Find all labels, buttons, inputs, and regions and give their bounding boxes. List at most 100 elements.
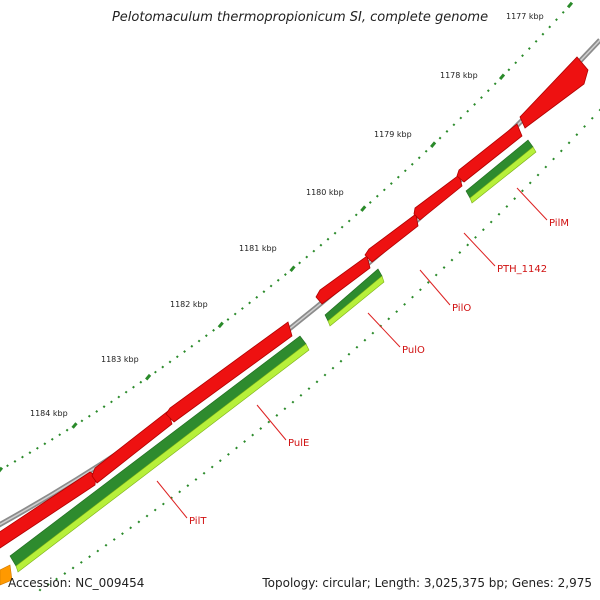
minor-tick [13, 460, 17, 463]
minor-tick [497, 212, 501, 216]
gene-arrow[interactable] [9, 335, 307, 567]
minor-tick [438, 136, 442, 140]
minor-tick [145, 514, 149, 518]
major-tick [217, 321, 224, 329]
minor-tick [567, 141, 571, 145]
minor-tick [417, 156, 421, 160]
minor-tick [548, 25, 552, 29]
major-tick [0, 466, 4, 474]
minor-tick [291, 400, 295, 404]
minor-tick [227, 452, 230, 456]
minor-tick [339, 359, 343, 363]
minor-tick [121, 532, 124, 536]
gene-arrow-lime[interactable] [469, 146, 537, 204]
minor-tick [575, 133, 579, 137]
minor-tick [319, 243, 323, 247]
minor-tick [368, 201, 372, 204]
cds-arrow[interactable] [315, 255, 371, 305]
gene-label-pth1142[interactable]: PTH_1142 [497, 264, 547, 275]
minor-tick [354, 213, 358, 217]
minor-tick [202, 471, 206, 475]
minor-tick [403, 169, 407, 173]
minor-tick [552, 157, 555, 161]
minor-tick [474, 235, 477, 239]
cds-arrow[interactable] [165, 321, 293, 423]
gene-label-pilm[interactable]: PilM [549, 218, 569, 229]
minor-tick [505, 205, 509, 208]
minor-tick [363, 338, 367, 342]
orange-feature[interactable] [0, 564, 13, 586]
minor-tick [333, 231, 337, 235]
tick-label: 1179 kbp [374, 130, 412, 139]
minor-tick [43, 442, 47, 446]
minor-tick [458, 251, 462, 254]
minor-tick [459, 116, 463, 120]
genome-backbone-highlight [0, 39, 600, 526]
minor-tick [434, 273, 438, 277]
minor-tick [442, 266, 446, 269]
minor-tick [38, 588, 42, 592]
cds-arrow[interactable] [456, 123, 523, 183]
minor-tick [197, 339, 201, 343]
minor-tick [255, 295, 259, 299]
leader-line-pilm [516, 187, 548, 221]
cds-arrow[interactable] [413, 174, 463, 221]
gene-label-pulo[interactable]: PulO [402, 345, 425, 356]
gene-arrow-lime[interactable] [327, 275, 385, 327]
cds-arrow[interactable] [91, 410, 173, 484]
minor-tick [528, 181, 532, 185]
genome-summary-text: Topology: circular; Length: 3,025,375 bp… [262, 576, 592, 590]
minor-tick [466, 243, 470, 247]
minor-tick [137, 520, 141, 524]
minor-tick [251, 433, 255, 437]
major-tick [71, 422, 78, 429]
minor-tick [541, 32, 545, 36]
minor-tick [445, 130, 449, 133]
major-tick [145, 373, 152, 381]
gene-arrow-lime[interactable] [15, 343, 310, 573]
tick-label: 1181 kbp [239, 244, 277, 253]
minor-tick [544, 165, 548, 169]
tick-label: 1177 kbp [506, 12, 544, 21]
gene-track-green [0, 139, 537, 586]
minor-tick [95, 410, 99, 413]
minor-tick [389, 182, 393, 185]
minor-tick [259, 427, 263, 430]
minor-tick [452, 123, 456, 127]
minor-tick [153, 508, 157, 512]
gene-label-pilo[interactable]: PilO [452, 303, 471, 314]
minor-tick [299, 393, 303, 397]
gene-label-pilt[interactable]: PilT [189, 516, 207, 527]
minor-tick [262, 290, 266, 294]
minor-tick [283, 407, 287, 411]
minor-tick [489, 220, 493, 224]
genome-backbone [0, 38, 600, 528]
minor-tick [283, 273, 287, 276]
cds-arrow[interactable] [519, 56, 589, 129]
minor-tick [326, 237, 330, 241]
minor-tick [275, 413, 279, 417]
tick-label: 1178 kbp [440, 71, 478, 80]
minor-tick [218, 459, 222, 463]
minor-tick [194, 478, 198, 481]
leader-line-pilo [419, 269, 451, 306]
minor-tick [210, 465, 214, 469]
gene-label-pule[interactable]: PulE [288, 438, 309, 449]
minor-tick [305, 255, 309, 259]
minor-tick [175, 355, 179, 359]
minor-tick [371, 331, 375, 335]
minor-tick [486, 89, 490, 93]
minor-tick [473, 103, 476, 106]
minor-tick [269, 284, 273, 288]
label-leaders [156, 187, 548, 519]
minor-tick [331, 366, 335, 370]
leader-line-pule [256, 404, 287, 441]
minor-tick [347, 219, 351, 223]
minor-tick [102, 405, 106, 409]
minor-tick [28, 451, 32, 455]
cds-arrow[interactable] [364, 213, 419, 263]
minor-tick [104, 543, 108, 547]
leader-line-pilt [156, 480, 188, 519]
minor-tick [233, 312, 237, 316]
